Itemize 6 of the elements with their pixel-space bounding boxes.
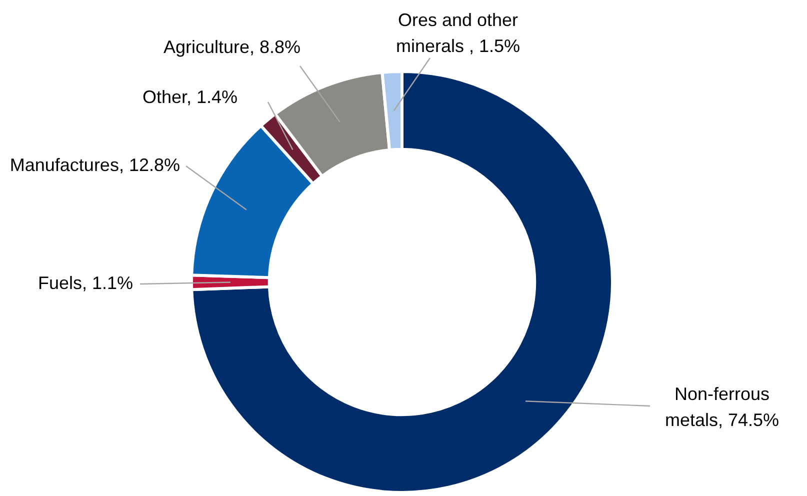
slice-label: Non-ferrous metals, 74.5% bbox=[664, 384, 780, 430]
slice-label: Ores and other minerals , 1.5% bbox=[396, 10, 520, 56]
slice-label: Manufactures, 12.8% bbox=[10, 154, 180, 175]
slice-label: Fuels, 1.1% bbox=[38, 272, 133, 293]
slice-label: Other, 1.4% bbox=[142, 86, 238, 107]
slice-label: Agriculture, 8.8% bbox=[163, 36, 301, 57]
